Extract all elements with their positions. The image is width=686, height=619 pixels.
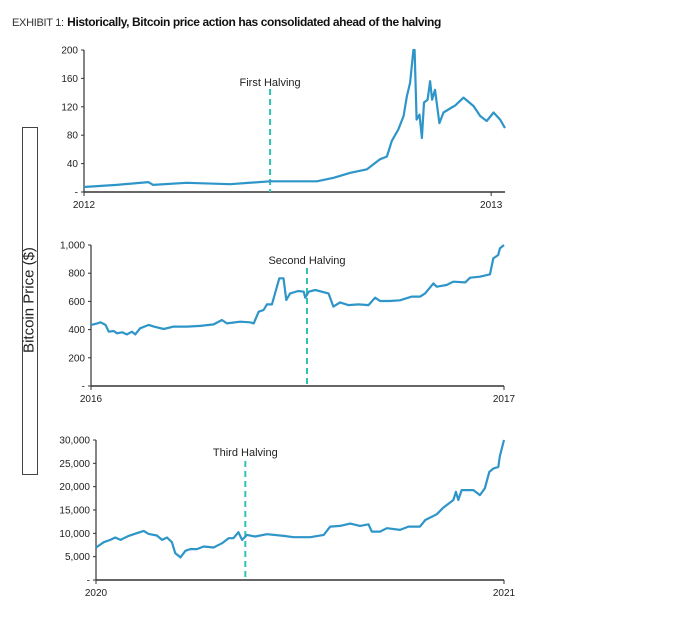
halving-label: Third Halving xyxy=(213,447,278,459)
y-tick-label: 400 xyxy=(68,325,85,336)
y-tick-label: 160 xyxy=(61,74,78,85)
y-tick-label: 30,000 xyxy=(59,436,90,447)
chart-panel-3: - 5,000 10,000 15,000 20,000 25,000 30,000 2020… xyxy=(59,436,515,600)
exhibit-title: EXHIBIT 1: Historically, Bitcoin price a… xyxy=(12,15,441,29)
y-tick-label: 200 xyxy=(61,46,78,57)
chart-panel-2: - 200 400 600 800 1,000 2016 2017 Second Halving xyxy=(60,241,516,406)
y-tick-label: - xyxy=(87,576,90,587)
y-tick-label: - xyxy=(75,188,78,199)
y-tick-label: 40 xyxy=(67,159,79,170)
y-tick-label: 25,000 xyxy=(59,459,90,470)
chart-panel-1: - 40 80 120 160 200 2012 2013 First Halving xyxy=(61,46,506,211)
x-tick-label: 2020 xyxy=(85,588,108,599)
y-tick-label: 600 xyxy=(68,297,85,308)
exhibit-prefix: EXHIBIT 1: xyxy=(12,17,64,29)
y-tick-label: 15,000 xyxy=(59,506,90,517)
price-line xyxy=(90,244,505,336)
x-tick-label: 2016 xyxy=(80,394,103,405)
y-tick-label: 10,000 xyxy=(59,529,90,540)
y-tick-label: 800 xyxy=(68,269,85,280)
x-tick-label: 2021 xyxy=(493,588,516,599)
halving-label: Second Halving xyxy=(268,255,345,267)
y-tick-label: 200 xyxy=(68,353,85,364)
y-tick-label: 20,000 xyxy=(59,482,90,493)
x-tick-label: 2012 xyxy=(73,200,96,211)
y-tick-label: 5,000 xyxy=(65,552,90,563)
y-axis-label-box xyxy=(22,127,38,475)
y-tick-label: 120 xyxy=(61,102,78,113)
y-tick-label: 80 xyxy=(67,131,79,142)
x-tick-label: 2017 xyxy=(493,394,516,405)
exhibit-heading: Historically, Bitcoin price action has c… xyxy=(67,15,441,29)
y-tick-label: - xyxy=(82,382,85,393)
price-line xyxy=(95,439,506,559)
price-line xyxy=(83,48,506,189)
halving-label: First Halving xyxy=(240,77,301,89)
x-tick-label: 2013 xyxy=(480,200,503,211)
y-tick-label: 1,000 xyxy=(60,241,85,252)
